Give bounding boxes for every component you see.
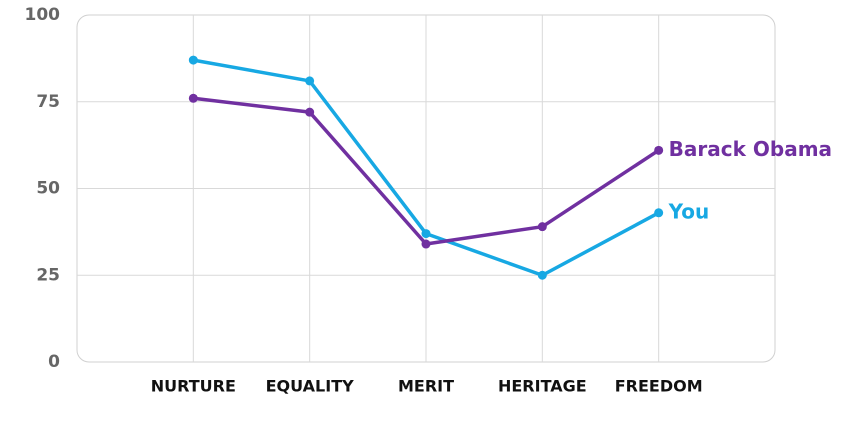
x-tick-label: EQUALITY: [266, 377, 354, 396]
x-tick-label: MERIT: [398, 377, 454, 396]
y-tick-label: 0: [48, 352, 60, 372]
x-tick-label: FREEDOM: [615, 377, 703, 396]
x-tick-label: HERITAGE: [498, 377, 587, 396]
point: [654, 208, 664, 218]
y-tick-label: 25: [36, 265, 60, 285]
series-label: You: [668, 199, 710, 223]
point: [537, 270, 547, 280]
point: [654, 145, 664, 155]
point: [188, 93, 198, 103]
point: [305, 107, 315, 117]
point: [537, 222, 547, 232]
point: [305, 76, 315, 86]
y-tick-label: 75: [36, 92, 60, 112]
y-tick-label: 100: [25, 5, 61, 25]
y-tick-label: 50: [36, 179, 60, 199]
series-label: Barack Obama: [669, 137, 832, 161]
point: [421, 229, 431, 239]
point: [188, 55, 198, 65]
point: [421, 239, 431, 249]
x-tick-label: NURTURE: [151, 377, 236, 396]
